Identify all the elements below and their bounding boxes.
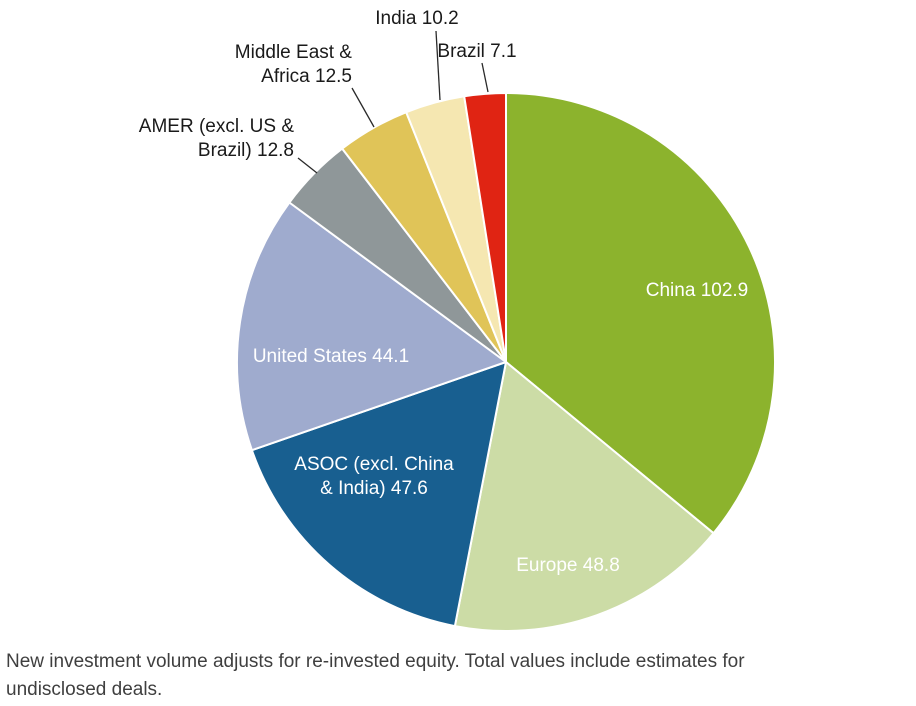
label-china: China 102.9 (646, 280, 748, 301)
leader-line-india (435, 30, 441, 101)
pie-slice-united-states (236, 201, 507, 452)
label-brazil: Brazil 7.1 (437, 41, 516, 62)
footnote-line-2: undisclosed deals. (6, 679, 163, 700)
leader-line-amer (297, 157, 318, 174)
pie-slice-europe (453, 361, 715, 632)
chart-footnote: New investment volume adjusts for re-inv… (6, 648, 745, 704)
label-india: India 10.2 (375, 8, 458, 29)
label-europe: Europe 48.8 (516, 555, 620, 576)
label-middle-east-africa: Middle East & Africa 12.5 (235, 42, 353, 87)
label-asoc: ASOC (excl. China & India) 47.6 (294, 454, 454, 499)
label-amer: AMER (excl. US & Brazil) 12.8 (139, 116, 295, 161)
label-united-states: United States 44.1 (253, 346, 409, 367)
pie-slice-brazil (463, 92, 507, 363)
leader-line-middle-east-africa (351, 87, 375, 128)
footnote-line-1: New investment volume adjusts for re-inv… (6, 651, 745, 672)
leader-line-brazil (481, 62, 489, 93)
pie-slice-asoc (250, 361, 507, 628)
pie-slice-china (505, 92, 776, 535)
